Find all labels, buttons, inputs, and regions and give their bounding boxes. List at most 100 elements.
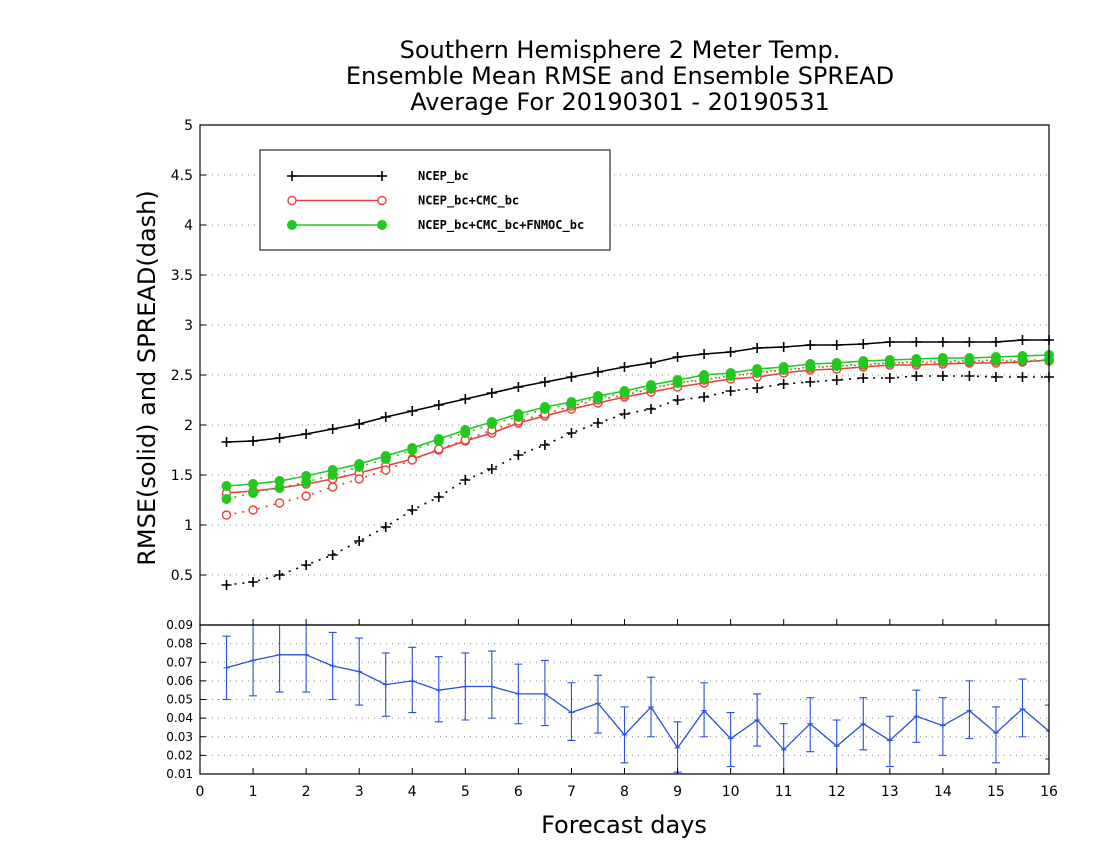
top-ytick-label: 2 bbox=[184, 418, 193, 434]
difference-point bbox=[515, 690, 522, 697]
difference-point bbox=[860, 720, 867, 727]
data-point-rmse bbox=[646, 358, 657, 368]
data-point-spread bbox=[911, 371, 922, 381]
xtick-label: 15 bbox=[987, 784, 1005, 800]
top-ytick-label: 5 bbox=[184, 118, 193, 134]
difference-point bbox=[223, 664, 230, 671]
data-point-spread bbox=[566, 428, 577, 438]
rmse-spread-panel: 0.5 1 1.5 2 2.5 3 3.5 4 4.5 5 bbox=[171, 118, 1054, 626]
data-point-rmse bbox=[407, 406, 418, 416]
difference-point bbox=[727, 735, 734, 742]
data-point-spread bbox=[778, 365, 789, 375]
bottom-ytick-label: 0.08 bbox=[166, 637, 193, 651]
data-point-spread bbox=[354, 474, 364, 484]
difference-point bbox=[807, 720, 814, 727]
data-point-spread bbox=[274, 570, 285, 580]
difference-point bbox=[674, 744, 681, 751]
difference-point bbox=[939, 722, 946, 729]
data-point-spread bbox=[433, 436, 444, 446]
data-point-rmse bbox=[911, 337, 922, 347]
data-point-spread bbox=[301, 560, 312, 570]
difference-point bbox=[992, 730, 999, 737]
difference-point bbox=[329, 662, 336, 669]
difference-point bbox=[594, 700, 601, 707]
data-point-rmse bbox=[380, 412, 391, 422]
data-point-spread bbox=[699, 374, 710, 384]
x-axis-label: Forecast days bbox=[541, 811, 707, 839]
chart-title: Southern Hemisphere 2 Meter Temp. Ensemb… bbox=[346, 36, 894, 116]
xtick-label: 6 bbox=[514, 784, 523, 800]
data-point-spread bbox=[752, 383, 763, 393]
data-point-rmse bbox=[221, 481, 232, 491]
data-point-rmse bbox=[858, 339, 869, 349]
data-point-spread bbox=[486, 419, 497, 429]
data-point-spread bbox=[566, 399, 577, 409]
data-point-rmse bbox=[778, 342, 789, 352]
top-ytick-label: 1 bbox=[184, 518, 193, 534]
data-point-spread bbox=[805, 377, 816, 387]
data-point-spread bbox=[354, 536, 365, 546]
series-NCEP_bc+CMC_bc+FNMOC_bc bbox=[221, 350, 1054, 504]
bottom-ytick-label: 0.03 bbox=[166, 730, 193, 744]
difference-point bbox=[966, 707, 973, 714]
data-point-spread bbox=[380, 454, 391, 464]
data-point-spread bbox=[619, 409, 630, 419]
data-point-spread bbox=[539, 440, 550, 450]
data-point-spread bbox=[990, 372, 1001, 382]
data-point-spread bbox=[592, 393, 603, 403]
xtick-label: 2 bbox=[302, 784, 311, 800]
data-point-spread bbox=[274, 498, 285, 508]
data-point-rmse bbox=[672, 352, 683, 362]
top-ytick-label: 4 bbox=[184, 218, 193, 234]
data-point-spread bbox=[486, 464, 497, 474]
xtick-label: 7 bbox=[567, 784, 576, 800]
data-point-spread bbox=[964, 356, 975, 366]
data-point-spread bbox=[407, 445, 418, 455]
difference-point bbox=[1019, 705, 1026, 712]
data-point-rmse bbox=[1017, 335, 1028, 345]
data-point-spread bbox=[672, 378, 683, 388]
xtick-label: 9 bbox=[673, 784, 682, 800]
bottom-ytick-label: 0.01 bbox=[166, 767, 193, 781]
legend-label: NCEP_bc bbox=[418, 169, 469, 184]
data-point-spread bbox=[672, 395, 683, 405]
data-point-rmse bbox=[725, 347, 736, 357]
data-point-spread bbox=[964, 371, 975, 381]
difference-point bbox=[833, 743, 840, 750]
xtick-label: 10 bbox=[722, 784, 740, 800]
data-point-rmse bbox=[831, 340, 842, 350]
data-point-spread bbox=[699, 392, 710, 402]
data-point-spread bbox=[301, 477, 312, 487]
legend-label: NCEP_bc+CMC_bc+FNMOC_bc bbox=[418, 218, 584, 233]
legend-marker bbox=[377, 220, 387, 230]
data-point-spread bbox=[301, 491, 311, 501]
difference-point bbox=[488, 683, 495, 690]
data-point-spread bbox=[884, 358, 895, 368]
data-point-spread bbox=[884, 373, 895, 383]
data-point-rmse bbox=[990, 337, 1001, 347]
data-point-spread bbox=[619, 388, 630, 398]
data-point-rmse bbox=[699, 349, 710, 359]
data-point-spread bbox=[221, 494, 232, 504]
data-point-spread bbox=[327, 470, 338, 480]
data-point-spread bbox=[937, 371, 948, 381]
xtick-label: 1 bbox=[249, 784, 258, 800]
data-point-spread bbox=[381, 465, 391, 475]
data-point-spread bbox=[407, 455, 417, 465]
y-axis-label: RMSE(solid) and SPREAD(dash) bbox=[133, 190, 161, 566]
xtick-label: 8 bbox=[620, 784, 629, 800]
legend-label: NCEP_bc+CMC_bc bbox=[418, 194, 519, 209]
data-point-rmse bbox=[566, 372, 577, 382]
data-point-spread bbox=[858, 373, 869, 383]
data-point-spread bbox=[805, 362, 816, 372]
data-point-rmse bbox=[460, 394, 471, 404]
data-point-spread bbox=[725, 386, 736, 396]
difference-point bbox=[701, 707, 708, 714]
data-point-rmse bbox=[752, 343, 763, 353]
data-point-spread bbox=[460, 428, 471, 438]
data-point-spread bbox=[274, 483, 285, 493]
data-point-spread bbox=[434, 444, 444, 454]
data-point-rmse bbox=[619, 362, 630, 372]
top-ytick-label: 1.5 bbox=[171, 468, 193, 484]
